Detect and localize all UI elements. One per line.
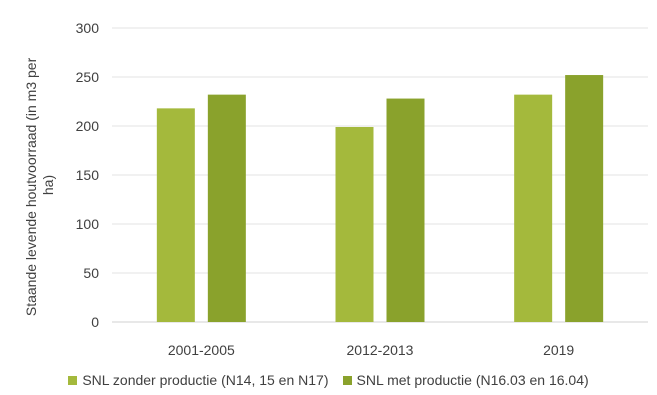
legend-swatch [68,375,78,385]
bar-zonder-productie [335,126,374,322]
x-tick-label: 2019 [543,342,574,358]
y-axis-label-line-1: Staande levende houtvoorraad (in m3 per [23,57,39,316]
y-tick-label: 200 [76,118,100,134]
gridlines [112,27,648,323]
bar-met-productie [207,94,246,322]
y-axis-label-line-2: ha) [40,175,56,195]
y-tick-label: 0 [91,314,99,330]
x-tick-label: 2001-2005 [168,342,235,358]
y-tick-label: 250 [76,69,100,85]
legend: SNL zonder productie (N14, 15 en N17) SN… [0,372,657,388]
legend-label: SNL zonder productie (N14, 15 en N17) [82,372,329,388]
bar-met-productie [565,75,604,322]
bar-met-productie [386,98,425,322]
legend-item-zonder-productie: SNL zonder productie (N14, 15 en N17) [68,372,329,388]
legend-item-met-productie: SNL met productie (N16.03 en 16.04) [342,372,589,388]
y-axis-ticks: 0 50 100 150 200 250 300 [76,20,100,330]
x-tick-label: 2012-2013 [347,342,414,358]
y-tick-label: 100 [76,216,100,232]
bars [156,75,604,322]
legend-label: SNL met productie (N16.03 en 16.04) [356,372,589,388]
y-tick-label: 300 [76,20,100,36]
y-tick-label: 50 [83,265,99,281]
y-tick-label: 150 [76,167,100,183]
bar-zonder-productie [514,94,553,322]
x-axis-ticks: 2001-2005 2012-2013 2019 [168,342,575,358]
y-axis-label: Staande levende houtvoorraad (in m3 per … [23,54,56,316]
legend-swatch [342,375,352,385]
bar-zonder-productie [156,108,195,322]
